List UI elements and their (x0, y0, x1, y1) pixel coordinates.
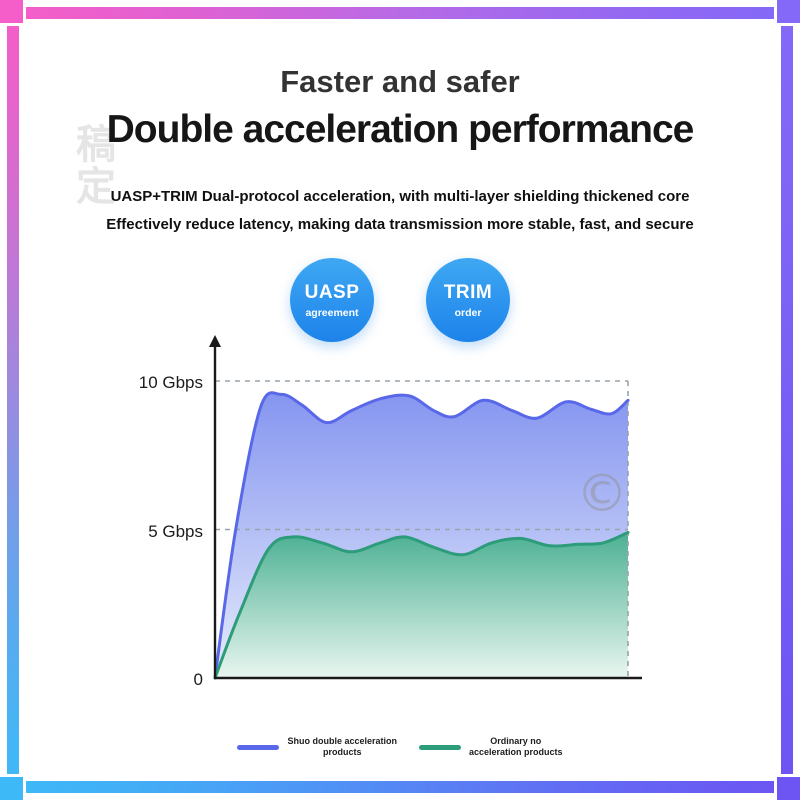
frame-corner-bottom-left (0, 774, 26, 800)
protocol-badges: UASP agreement TRIM order (0, 258, 800, 342)
trim-badge-title: TRIM (443, 281, 493, 303)
ytick-5gbps: 5 Gbps (148, 522, 203, 541)
series-line-0 (213, 391, 630, 680)
page-title: Faster and safer (280, 64, 520, 99)
series-line-1 (213, 531, 630, 680)
frame-corner-top-left (0, 0, 26, 26)
trim-badge: TRIM order (426, 258, 510, 342)
uasp-badge-title: UASP (304, 281, 360, 303)
legend-label-line: Shuo double acceleration (287, 736, 397, 746)
performance-chart-svg (209, 335, 642, 680)
legend-label-line: acceleration products (469, 747, 563, 758)
brand-watermark: 稿定 (76, 123, 118, 209)
legend-label-line: Ordinary no (490, 736, 542, 746)
legend-item-accelerated: Shuo double acceleration products (237, 736, 397, 759)
y-axis-arrow (209, 335, 221, 347)
performance-chart (150, 330, 650, 700)
legend-label-line: products (322, 747, 362, 758)
series-area-1 (215, 532, 628, 678)
uasp-badge-subtitle: agreement (305, 306, 359, 319)
chart-legend: Shuo double acceleration products Ordina… (0, 736, 800, 759)
legend-swatch (419, 744, 461, 750)
ytick-0: 0 (193, 670, 203, 689)
uasp-badge: UASP agreement (290, 258, 374, 342)
page-subtitle: Double acceleration performance (106, 108, 695, 151)
ytick-10gbps: 10 Gbps (138, 373, 203, 392)
frame-corner-bottom-right (774, 774, 800, 800)
legend-swatch (237, 744, 280, 750)
description-line-2: Effectively reduce latency, making data … (106, 216, 694, 233)
legend-label-ordinary: Ordinary no acceleration products (469, 736, 563, 759)
legend-item-ordinary: Ordinary no acceleration products (419, 736, 563, 759)
frame-corner-top-right (774, 0, 800, 26)
trim-badge-subtitle: order (454, 306, 482, 319)
copyright-watermark: © (576, 464, 628, 524)
description-line-1: UASP+TRIM Dual-protocol acceleration, wi… (110, 188, 690, 205)
legend-label-accelerated: Shuo double acceleration products (287, 736, 397, 759)
